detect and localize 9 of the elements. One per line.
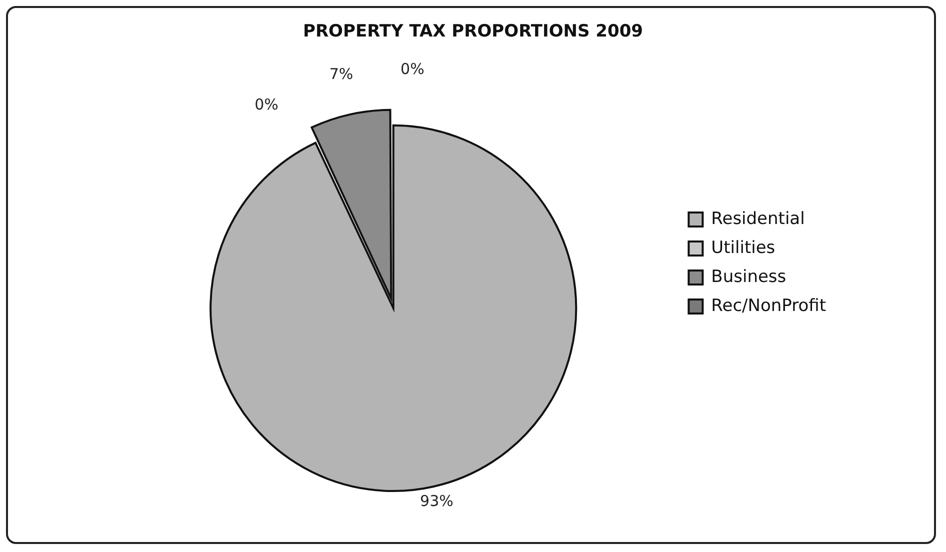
chart-title: PROPERTY TAX PROPORTIONS 2009 bbox=[303, 22, 643, 42]
text: 0% bbox=[400, 60, 424, 78]
data-label: 7% bbox=[329, 65, 354, 84]
text: 0% bbox=[254, 96, 278, 114]
legend-label: Residential bbox=[711, 208, 805, 229]
legend-label: Utilities bbox=[711, 238, 776, 258]
legend-label: Business bbox=[711, 266, 786, 287]
data-label: 93% bbox=[420, 492, 454, 510]
legend-label: Rec/NonProfit bbox=[711, 296, 826, 316]
